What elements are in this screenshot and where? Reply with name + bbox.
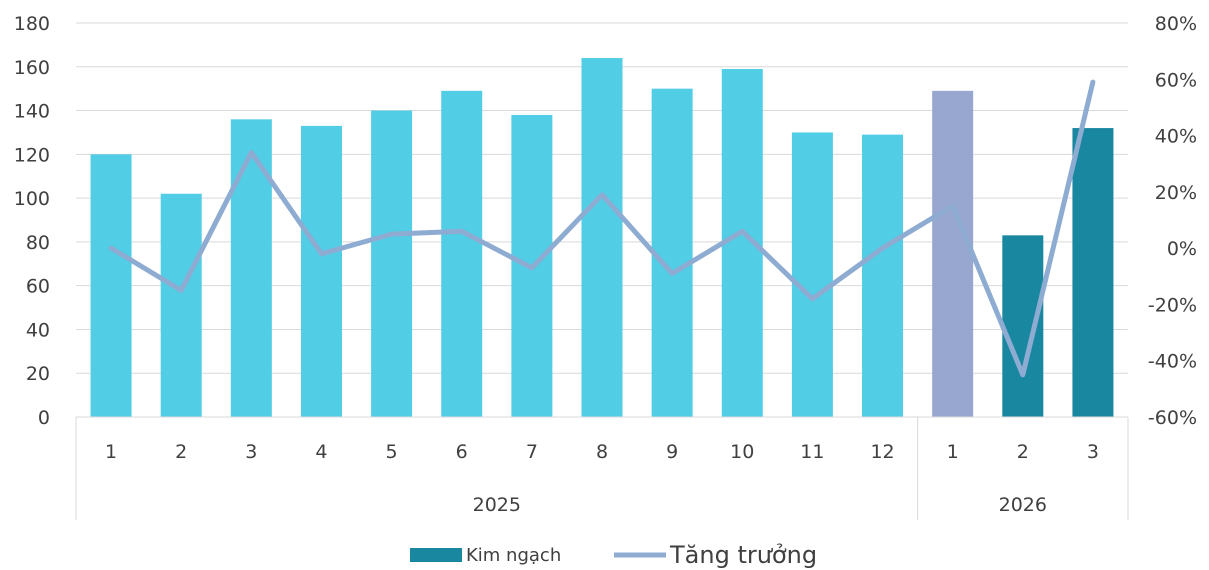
x-tick-label: 10 — [730, 441, 754, 463]
x-tick-label: 5 — [386, 441, 398, 463]
legend-label-tang-truong: Tăng trưởng — [669, 541, 817, 569]
legend-label-kim-ngach: Kim ngạch — [466, 545, 561, 566]
bar — [300, 125, 342, 417]
bar — [791, 132, 833, 417]
y-right-tick-label: 40% — [1155, 126, 1197, 148]
bar — [160, 193, 202, 417]
y-axis-left: 0 20 40 60 80 100 120 140 160 180 — [14, 13, 50, 429]
x-tick-label: 12 — [870, 441, 894, 463]
y-right-tick-label: 20% — [1155, 182, 1197, 204]
y-left-tick-label: 160 — [14, 57, 50, 79]
bar — [1002, 235, 1044, 417]
y-left-tick-label: 60 — [26, 276, 50, 298]
x-tick-label: 11 — [800, 441, 824, 463]
x-tick-label: 4 — [315, 441, 327, 463]
group-label: 2026 — [999, 494, 1047, 516]
bar — [371, 110, 413, 418]
y-left-tick-label: 140 — [14, 101, 50, 123]
y-right-tick-label: -40% — [1148, 351, 1197, 373]
y-left-tick-label: 100 — [14, 188, 50, 210]
bar — [581, 58, 623, 418]
x-tick-label: 8 — [596, 441, 608, 463]
x-tick-label: 3 — [245, 441, 257, 463]
bar — [441, 90, 483, 417]
x-tick-label: 1 — [105, 441, 117, 463]
y-left-tick-label: 20 — [26, 363, 50, 385]
y-right-tick-label: -20% — [1148, 294, 1197, 316]
y-axis-right: -60% -40% -20% 0% 20% 40% 60% 80% — [1148, 13, 1197, 429]
bar — [230, 119, 272, 418]
bar — [862, 134, 904, 417]
bar — [651, 88, 693, 418]
bar — [932, 90, 974, 417]
y-left-tick-label: 0 — [38, 407, 50, 429]
line-series — [108, 79, 1096, 378]
y-left-tick-label: 80 — [26, 232, 50, 254]
legend-swatch-kim-ngach — [410, 548, 462, 562]
x-tick-label: 6 — [456, 441, 468, 463]
x-tick-label: 7 — [526, 441, 538, 463]
y-left-tick-label: 40 — [26, 319, 50, 341]
y-left-tick-label: 180 — [14, 13, 50, 35]
bar-series — [90, 58, 1114, 418]
legend: Kim ngạch Tăng trưởng — [410, 541, 817, 569]
x-tick-label: 2 — [1017, 441, 1029, 463]
x-tick-label: 1 — [947, 441, 959, 463]
group-label: 2025 — [473, 494, 521, 516]
x-tick-label: 9 — [666, 441, 678, 463]
x-tick-label: 2 — [175, 441, 187, 463]
y-left-tick-label: 120 — [14, 144, 50, 166]
bar — [90, 154, 132, 418]
y-right-tick-label: 60% — [1155, 69, 1197, 91]
y-right-tick-label: 80% — [1155, 13, 1197, 35]
y-right-tick-label: 0% — [1167, 238, 1197, 260]
bar — [1072, 128, 1114, 418]
y-right-tick-label: -60% — [1148, 407, 1197, 429]
x-tick-label: 3 — [1087, 441, 1099, 463]
